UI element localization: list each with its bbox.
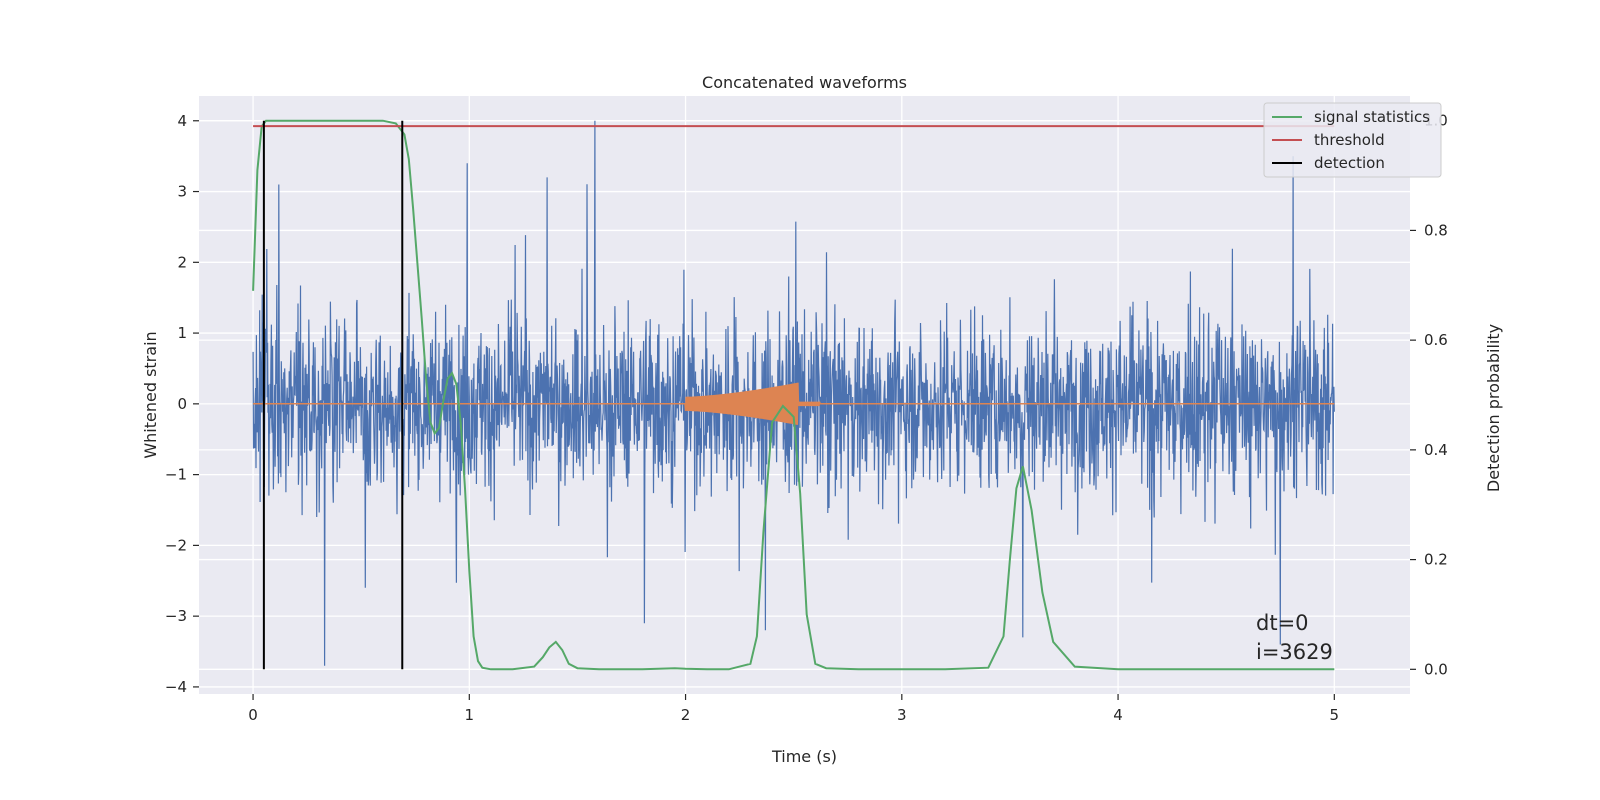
y-tick-label: −1 <box>165 466 187 484</box>
legend: signal statistics threshold detection <box>1263 102 1442 178</box>
x-tick-label: 0 <box>248 706 258 724</box>
x-tick-label: 3 <box>897 706 907 724</box>
annotation-i: i=3629 <box>1256 640 1333 664</box>
data-layer <box>252 119 1335 671</box>
y-tick-label: −3 <box>165 607 187 625</box>
y2-tick-label: 0.4 <box>1424 441 1448 459</box>
y2-axis-label: Detection probability <box>1484 324 1503 492</box>
y2-tick-label: 0.6 <box>1424 331 1448 349</box>
y-tick-label: −2 <box>165 536 187 554</box>
y-tick-label: 1 <box>177 324 187 342</box>
x-tick-label: 4 <box>1113 706 1123 724</box>
y2-tick-label: 0.2 <box>1424 551 1448 569</box>
y-tick-label: 0 <box>177 395 187 413</box>
x-axis-label: Time (s) <box>771 747 837 766</box>
y2-tick-label: 0.0 <box>1424 660 1448 678</box>
annotation-dt: dt=0 <box>1256 611 1309 635</box>
legend-label: signal statistics <box>1314 108 1430 126</box>
x-tick-label: 2 <box>681 706 691 724</box>
y-axis-label: Whitened strain <box>141 331 160 458</box>
chart-title: Concatenated waveforms <box>702 73 907 92</box>
y-tick-label: 2 <box>177 253 187 271</box>
y-tick-label: −4 <box>165 678 187 696</box>
legend-label: detection <box>1314 154 1385 172</box>
legend-label: threshold <box>1314 131 1385 149</box>
y-tick-label: 4 <box>177 112 187 130</box>
signal-statistics-line <box>252 119 1335 671</box>
y2-tick-label: 0.8 <box>1424 221 1448 239</box>
x-tick-label: 5 <box>1330 706 1340 724</box>
y-tick-label: 3 <box>177 183 187 201</box>
legend-box <box>1263 102 1442 178</box>
x-tick-label: 1 <box>465 706 475 724</box>
